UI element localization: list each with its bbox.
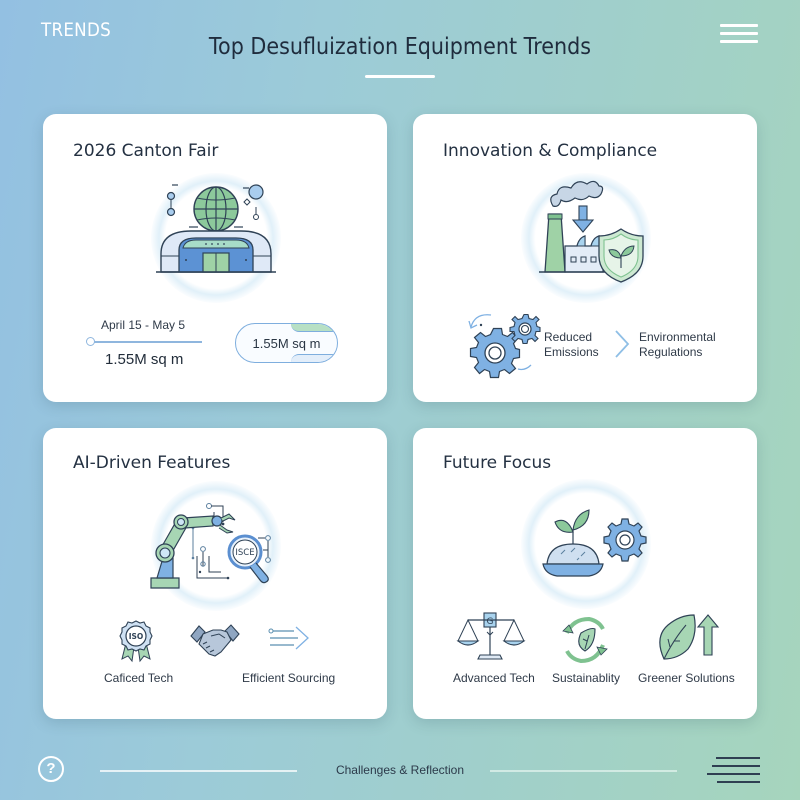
card-title: Future Focus [443,453,552,473]
label-line: Regulations [639,345,703,359]
arrow-flow-icon [268,626,309,650]
gears-icon [468,313,541,379]
area-value: 1.55M sq m [105,351,184,368]
help-button[interactable]: ? [38,756,64,782]
hamburger-menu-button[interactable] [719,22,759,44]
menu-line [720,32,758,35]
menu-line [717,781,760,783]
page-title: Top Desufluization Equipment Trends [208,34,592,60]
label-line: Reduced [544,330,593,344]
card-innovation-compliance[interactable]: Innovation & Compliance [413,114,757,402]
footer-divider-left [100,770,297,772]
hamburger-menu-icon [720,24,758,27]
pill-accent-bottom [291,354,337,362]
menu-line [707,773,760,775]
balance-scale-icon: G [456,612,526,660]
caficed-tech-label: Caficed Tech [104,671,174,685]
card-ai-driven-features[interactable]: AI-Driven Features ISCE [43,428,387,719]
robot-arm-magnifier-icon: ISCE [150,503,271,589]
iso-badge-icon: ISO [119,620,153,663]
footer-divider-right [490,770,677,772]
title-underline [365,75,435,78]
environmental-regulations-label: Environmental Regulations [639,330,716,360]
leaf-arrow-up-icon [659,614,720,660]
reduced-emissions-label: Reduced Emissions [544,330,599,360]
brand-logo[interactable]: TRENDS [41,19,111,41]
slider-handle[interactable] [86,337,95,346]
efficient-sourcing-label: Efficient Sourcing [242,671,336,685]
lines-menu-icon [716,757,760,759]
help-icon: ? [46,760,56,777]
lines-menu-button[interactable] [705,755,761,785]
sustainability-label: Sustainablity [552,671,621,685]
pill-value: 1.55M sq m [252,336,321,351]
card-title: 2026 Canton Fair [73,141,219,161]
svg-text:G: G [487,617,494,627]
exhibition-hall-globe-icon [156,184,276,273]
factory-shield-icon [539,180,644,283]
card-canton-fair[interactable]: 2026 Canton Fair April 15 - May 5 [43,114,387,402]
chevron-right-icon [615,330,630,358]
advanced-tech-label: Advanced Tech [453,671,535,685]
handshake-icon [190,624,240,657]
menu-line [720,40,758,43]
greener-solutions-label: Greener Solutions [638,671,735,685]
date-range-label: April 15 - May 5 [101,318,186,332]
menu-line [712,765,760,767]
label-line: Emissions [544,345,599,359]
svg-text:ISCE: ISCE [235,548,254,558]
card-title: AI-Driven Features [73,453,231,473]
card-future-focus[interactable]: Future Focus G Advanced Tech Sustai [413,428,757,719]
recycle-leaf-icon [562,616,608,664]
pill-accent-top [291,324,337,332]
svg-text:ISO: ISO [129,632,144,641]
card-title: Innovation & Compliance [443,141,658,161]
label-line: Environmental [639,330,716,344]
challenges-reflection-link[interactable]: Challenges & Reflection [335,763,465,777]
sprout-gear-icon [542,509,647,577]
timeline-slider[interactable] [86,337,202,346]
area-pill[interactable]: 1.55M sq m [235,323,338,363]
